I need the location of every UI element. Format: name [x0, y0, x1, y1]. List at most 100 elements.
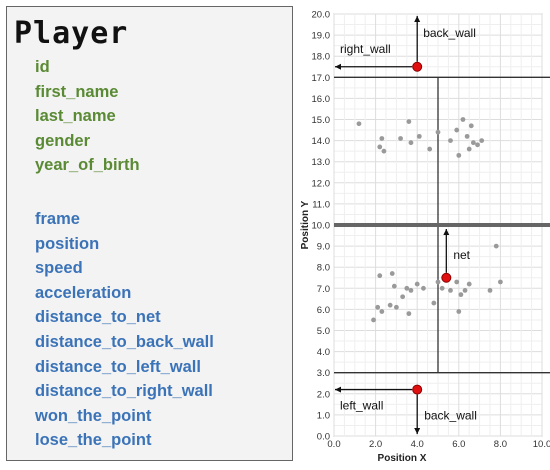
position-point: [387, 302, 393, 308]
position-point: [427, 146, 433, 152]
attribute-distance-to-net: distance_to_net: [35, 308, 161, 327]
attribute-first-name: first_name: [35, 82, 119, 101]
y-tick-label: 7.0: [317, 284, 330, 295]
position-point: [466, 281, 472, 287]
position-point: [356, 121, 362, 127]
player-marker: [441, 272, 452, 283]
attribute-distance-to-left-wall: distance_to_left_wall: [35, 357, 201, 376]
annotation-label-net: net: [453, 248, 470, 262]
position-point: [406, 311, 412, 317]
y-tick-label: 1.0: [317, 410, 330, 421]
attribute-won-the-point: won_the_point: [35, 406, 152, 425]
y-axis-label: Position Y: [300, 200, 311, 249]
y-tick-label: 13.0: [312, 157, 331, 168]
position-point: [414, 281, 420, 287]
position-point: [435, 279, 441, 285]
position-point: [454, 279, 460, 285]
position-point: [439, 285, 445, 291]
position-point: [389, 271, 395, 276]
court-lines: [334, 76, 550, 374]
position-point: [431, 300, 437, 306]
x-tick-label: 2.0: [369, 439, 382, 450]
position-point: [454, 127, 460, 133]
y-tick-label: 14.0: [312, 136, 331, 147]
position-point: [400, 294, 406, 300]
position-point: [458, 292, 464, 298]
player-markers: [412, 61, 452, 395]
y-tick-label: 10.0: [312, 221, 331, 232]
position-point: [406, 119, 412, 125]
position-point: [377, 144, 383, 150]
position-point: [394, 304, 399, 310]
y-tick-label: 11.0: [312, 199, 330, 210]
position-point: [470, 140, 476, 146]
y-tick-label: 9.0: [317, 242, 330, 253]
position-point: [456, 152, 462, 158]
y-tick-label: 0.0: [317, 432, 330, 443]
y-tick-label: 19.0: [312, 31, 331, 42]
y-tick-label: 4.0: [317, 347, 330, 358]
attribute-position: position: [35, 234, 100, 253]
x-tick-label: 8.0: [494, 439, 507, 450]
tracking-attribute-list: frame position speed acceleration distance_t…: [35, 207, 214, 453]
player-marker: [412, 384, 423, 395]
y-tick-label: 3.0: [317, 368, 330, 379]
court-position-chart: 0.0 1.0 2.0 3.0 4.0 5.0 6.0 7.0 8.0 9.0 10.0 11.0 12…: [300, 10, 550, 464]
attribute-acceleration: acceleration: [35, 283, 132, 302]
attribute-speed: speed: [35, 259, 83, 278]
y-tick-label: 17.0: [312, 73, 331, 84]
attribute-gender: gender: [35, 131, 91, 150]
position-point: [479, 138, 485, 144]
attribute-year-of-birth: year_of_birth: [35, 156, 140, 175]
position-point: [377, 273, 383, 279]
position-point: [381, 148, 387, 154]
player-entity-card: Player id first_name last_name gender year_o…: [6, 6, 293, 461]
personal-attribute-list: id first_name last_name gender year_of_birth: [35, 55, 140, 178]
position-point: [475, 142, 480, 148]
position-point: [493, 243, 499, 249]
player-marker: [412, 61, 423, 72]
position-point: [408, 140, 414, 146]
y-tick-label: 5.0: [317, 326, 330, 337]
position-point: [487, 288, 493, 293]
x-axis-label: Position X: [378, 453, 427, 464]
position-point: [464, 133, 470, 139]
x-tick-label: 0.0: [327, 439, 340, 450]
position-point: [398, 136, 403, 141]
position-point: [466, 146, 472, 152]
annotation-label-back-wall: back_wall: [424, 409, 477, 423]
attribute-distance-to-back-wall: distance_to_back_wall: [35, 332, 214, 351]
annotation-label-back-wall: back_wall: [423, 26, 476, 40]
y-tick-label: 18.0: [312, 52, 331, 63]
attribute-distance-to-right-wall: distance_to_right_wall: [35, 382, 213, 401]
position-point: [379, 309, 385, 314]
y-tick-label: 12.0: [312, 178, 331, 189]
axis-ticks: 0.0 1.0 2.0 3.0 4.0 5.0 6.0 7.0 8.0 9.0 10.0 11.0 12…: [312, 10, 550, 451]
position-point: [391, 283, 397, 289]
position-point: [435, 129, 441, 135]
entity-title: Player: [14, 16, 129, 51]
y-tick-label: 20.0: [312, 10, 331, 21]
position-point: [371, 317, 376, 323]
position-point: [408, 288, 414, 293]
position-point: [448, 288, 453, 293]
position-point: [460, 117, 466, 122]
position-point: [404, 285, 410, 291]
y-tick-label: 16.0: [312, 94, 331, 105]
attribute-frame: frame: [35, 210, 80, 228]
annotation-label-right-wall: right_wall: [340, 42, 391, 56]
position-point: [468, 123, 474, 129]
position-point: [416, 133, 422, 139]
annotation-label-left-wall: left_wall: [340, 399, 383, 413]
x-tick-label: 6.0: [452, 439, 465, 450]
y-tick-label: 8.0: [317, 263, 330, 274]
position-point: [379, 136, 385, 141]
attribute-lose-the-point: lose_the_point: [35, 431, 152, 450]
x-tick-label: 10.0: [533, 439, 550, 450]
y-tick-label: 2.0: [317, 389, 330, 400]
y-tick-label: 6.0: [317, 305, 330, 316]
position-point: [462, 288, 468, 293]
x-tick-label: 4.0: [411, 439, 424, 450]
attribute-id: id: [35, 58, 50, 76]
